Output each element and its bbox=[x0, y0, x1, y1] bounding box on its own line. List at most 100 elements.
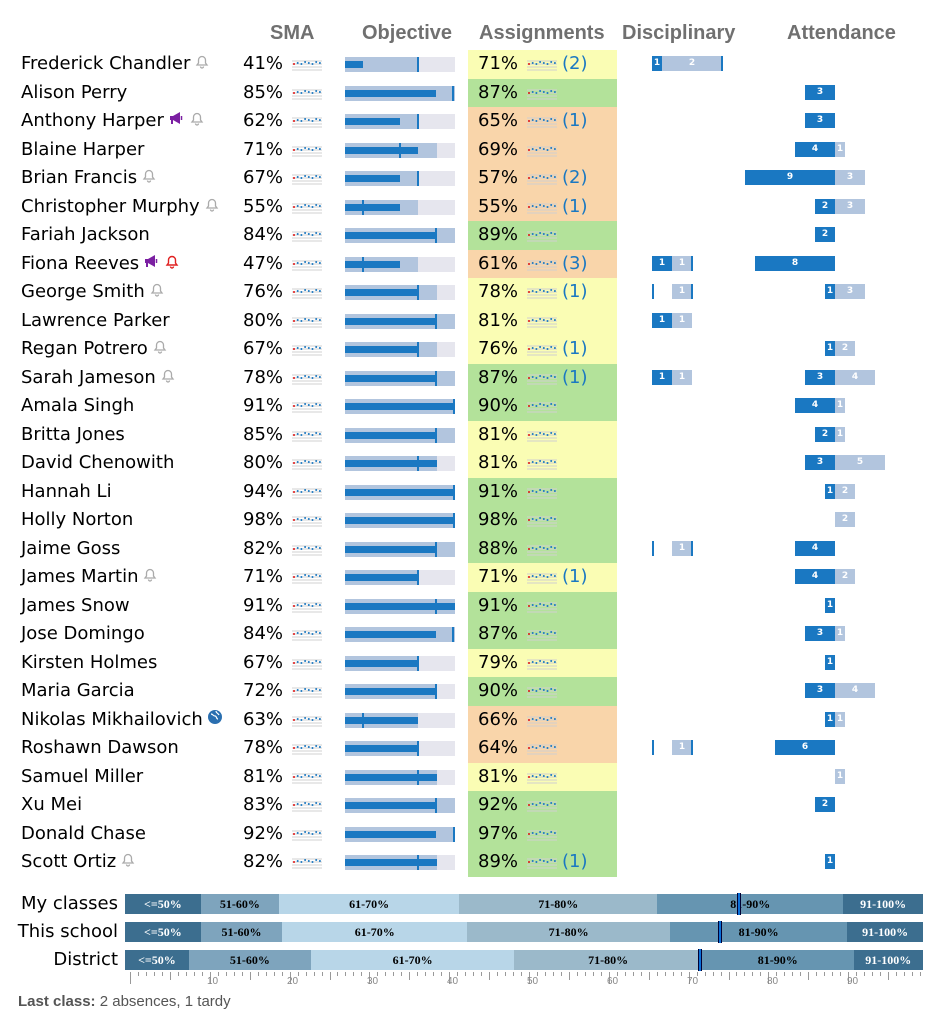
student-name[interactable]: Samuel Miller bbox=[21, 763, 143, 791]
table-row[interactable]: Kirsten Holmes 67% 79% 1 bbox=[0, 648, 949, 677]
distribution-segment[interactable]: 91-100% bbox=[843, 894, 923, 914]
objective-bullet-chart[interactable] bbox=[345, 598, 455, 614]
student-name[interactable]: James Martin bbox=[21, 563, 158, 591]
student-name-text[interactable]: Scott Ortiz bbox=[21, 851, 117, 872]
student-name-text[interactable]: Lawrence Parker bbox=[21, 309, 170, 331]
objective-bullet-chart[interactable] bbox=[345, 228, 455, 243]
student-name-text[interactable]: Britta Jones bbox=[21, 423, 125, 445]
objective-bullet-chart[interactable] bbox=[345, 256, 455, 272]
student-name[interactable]: Jaime Goss bbox=[21, 535, 120, 563]
student-name-text[interactable]: Nikolas Mikhailovich bbox=[21, 708, 203, 730]
bell-icon[interactable] bbox=[120, 848, 136, 876]
student-name-text[interactable]: Amala Singh bbox=[21, 395, 135, 416]
student-name-text[interactable]: Donald Chase bbox=[21, 822, 146, 844]
student-name-text[interactable]: Kirsten Holmes bbox=[21, 651, 158, 673]
table-row[interactable]: Jose Domingo 84% 87% 3 1 bbox=[0, 620, 949, 649]
student-name-text[interactable]: Blaine Harper bbox=[21, 138, 145, 160]
distribution-segment[interactable]: 91-100% bbox=[847, 922, 923, 942]
student-name[interactable]: Scott Ortiz bbox=[21, 848, 136, 876]
table-row[interactable]: Maria Garcia 72% 90% 3 4 bbox=[0, 677, 949, 706]
objective-bullet-chart[interactable] bbox=[345, 484, 455, 500]
attendance-bar[interactable]: 3 bbox=[805, 113, 835, 128]
objective-bullet-chart[interactable] bbox=[345, 427, 455, 443]
student-name[interactable]: James Snow bbox=[21, 592, 130, 620]
disciplinary-bar[interactable]: 1 bbox=[652, 540, 722, 556]
objective-bullet-chart[interactable] bbox=[345, 114, 455, 129]
header-sma[interactable]: SMA bbox=[270, 22, 315, 44]
student-name-text[interactable]: Anthony Harper bbox=[21, 110, 164, 131]
table-row[interactable]: Donald Chase 92% 97% bbox=[0, 819, 949, 848]
distribution-segment[interactable]: 61-70% bbox=[310, 950, 515, 970]
table-row[interactable]: David Chenowith 80% 81% 3 5 bbox=[0, 449, 949, 478]
student-name-text[interactable]: Holly Norton bbox=[21, 509, 134, 530]
distribution-bar[interactable]: <=50% 51-60% 61-70% 71-80% 81-90% 91-100% bbox=[125, 949, 923, 971]
megaphone-icon[interactable] bbox=[143, 250, 160, 278]
attendance-bar[interactable]: 2 bbox=[815, 227, 835, 242]
header-objective[interactable]: Objective bbox=[362, 22, 453, 44]
student-name-text[interactable]: James Martin bbox=[21, 566, 139, 587]
attendance-bar[interactable]: 2 bbox=[835, 512, 855, 527]
bell-icon[interactable] bbox=[194, 50, 210, 78]
table-row[interactable]: George Smith 76% 78% (1) 1 1 3 bbox=[0, 278, 949, 307]
missing-assignments-link[interactable]: (3) bbox=[562, 252, 588, 274]
header-disciplinary[interactable]: Disciplinary bbox=[622, 22, 736, 44]
distribution-bar[interactable]: <=50% 51-60% 61-70% 71-80% 81-90% 91-100% bbox=[125, 893, 923, 915]
objective-bullet-chart[interactable] bbox=[345, 370, 455, 386]
student-name-text[interactable]: Brian Francis bbox=[21, 167, 138, 188]
table-row[interactable]: Alison Perry 85% 87% 3 bbox=[0, 78, 949, 107]
student-name[interactable]: Amala Singh bbox=[21, 392, 134, 420]
objective-bullet-chart[interactable] bbox=[345, 399, 455, 414]
table-row[interactable]: Regan Potrero 67% 76% (1) 1 2 bbox=[0, 335, 949, 364]
missing-assignments-link[interactable]: (2) bbox=[562, 167, 588, 188]
bell-icon[interactable] bbox=[142, 563, 158, 591]
table-row[interactable]: Holly Norton 98% 98% 2 bbox=[0, 506, 949, 535]
student-name[interactable]: Fiona Reeves bbox=[21, 250, 180, 278]
distribution-bar[interactable]: <=50% 51-60% 61-70% 71-80% 81-90% 91-100% bbox=[125, 921, 923, 943]
attendance-bar[interactable]: 6 bbox=[775, 740, 835, 755]
disciplinary-bar[interactable]: 1 bbox=[652, 284, 722, 299]
table-row[interactable]: Sarah Jameson 78% 87% (1) 1 1 3 4 bbox=[0, 363, 949, 392]
table-row[interactable]: Xu Mei 83% 92% 2 bbox=[0, 791, 949, 820]
student-name[interactable]: George Smith bbox=[21, 278, 165, 306]
distribution-segment[interactable]: 81-90% bbox=[701, 950, 854, 970]
table-row[interactable]: Britta Jones 85% 81% 2 1 bbox=[0, 420, 949, 449]
student-name[interactable]: Xu Mei bbox=[21, 791, 82, 819]
distribution-segment[interactable]: 51-60% bbox=[200, 922, 283, 942]
header-assignments[interactable]: Assignments bbox=[479, 22, 605, 44]
table-row[interactable]: James Snow 91% 91% 1 bbox=[0, 591, 949, 620]
attendance-bar[interactable]: 3 bbox=[805, 84, 835, 100]
bell-icon[interactable] bbox=[164, 250, 180, 278]
student-name[interactable]: Maria Garcia bbox=[21, 677, 135, 705]
distribution-segment[interactable]: 71-80% bbox=[459, 894, 658, 914]
attendance-bar[interactable]: 1 bbox=[825, 597, 835, 613]
student-name-text[interactable]: Fiona Reeves bbox=[21, 252, 140, 274]
distribution-segment[interactable]: 81-90% bbox=[670, 922, 848, 942]
student-name[interactable]: Fariah Jackson bbox=[21, 221, 150, 249]
missing-assignments-link[interactable]: (1) bbox=[562, 195, 588, 217]
missing-assignments-link[interactable]: (1) bbox=[562, 110, 588, 131]
bell-icon[interactable] bbox=[160, 364, 176, 392]
student-name-text[interactable]: Maria Garcia bbox=[21, 680, 135, 701]
missing-assignments-link[interactable]: (1) bbox=[562, 851, 588, 872]
objective-bullet-chart[interactable] bbox=[345, 199, 455, 215]
distribution-segment[interactable]: <=50% bbox=[125, 894, 201, 914]
table-row[interactable]: Nikolas Mikhailovich 63% 66% 1 1 bbox=[0, 705, 949, 734]
objective-bullet-chart[interactable] bbox=[345, 627, 455, 642]
student-name-text[interactable]: Frederick Chandler bbox=[21, 53, 191, 74]
student-name-text[interactable]: Roshawn Dawson bbox=[21, 737, 179, 758]
attendance-bar[interactable]: 2 bbox=[815, 797, 835, 812]
table-row[interactable]: Amala Singh 91% 90% 4 1 bbox=[0, 392, 949, 421]
disciplinary-bar[interactable]: 1 bbox=[652, 740, 722, 755]
student-name-text[interactable]: George Smith bbox=[21, 281, 145, 302]
objective-bullet-chart[interactable] bbox=[345, 285, 455, 300]
globe-icon[interactable] bbox=[207, 706, 223, 734]
